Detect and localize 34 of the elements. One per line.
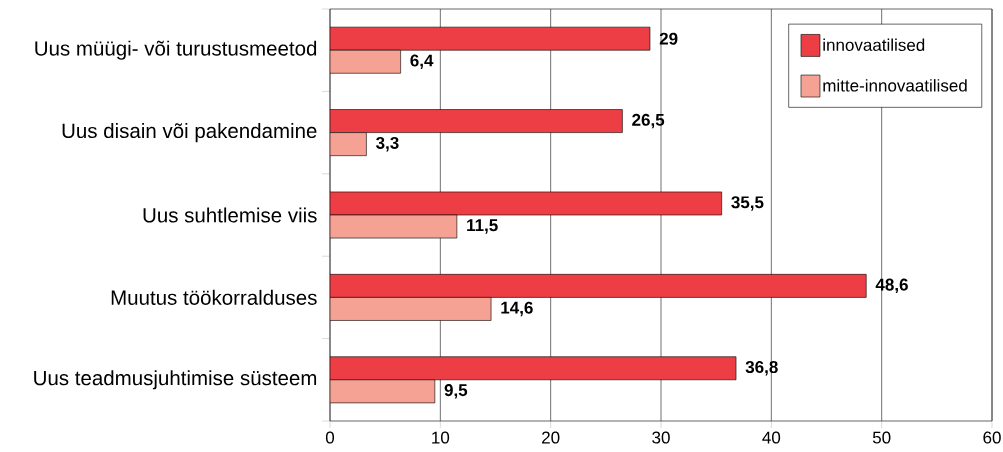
x-tick-label: 40 xyxy=(762,431,781,444)
bar xyxy=(330,274,867,298)
data-label: 36,8 xyxy=(745,361,778,376)
x-tick-label: 0 xyxy=(325,431,335,444)
bar xyxy=(330,26,651,51)
bar xyxy=(330,356,737,381)
x-tick-label: 50 xyxy=(872,431,891,444)
data-label: 11,5 xyxy=(467,219,498,234)
bar xyxy=(330,191,722,216)
data-label: 3,3 xyxy=(376,136,399,152)
bar xyxy=(330,214,458,239)
data-label: 26,5 xyxy=(632,113,665,129)
bar xyxy=(330,109,623,133)
legend-label: mitte-innovaatilised xyxy=(823,79,967,92)
data-label: 6,4 xyxy=(410,54,434,69)
bar xyxy=(330,379,436,404)
y-tick-label: Uus suhtlemise viis xyxy=(143,207,317,223)
x-tick-label: 30 xyxy=(652,431,670,444)
data-label: 29 xyxy=(659,32,678,45)
x-tick-label: 20 xyxy=(542,431,560,444)
y-tick-label: Uus müügi- või turustusmeetod xyxy=(35,40,317,60)
y-tick-label: Muutus töökorralduses xyxy=(111,289,317,305)
bar xyxy=(330,132,367,156)
legend-label: innovaatilised xyxy=(823,38,925,52)
data-label: 9,5 xyxy=(444,384,468,399)
data-label: 14,6 xyxy=(501,301,533,317)
bar xyxy=(330,297,492,321)
data-label: 35,5 xyxy=(731,196,764,211)
x-tick-label: 60 xyxy=(983,431,1001,444)
y-tick-label: Uus teadmusjuhtimise süsteem xyxy=(34,370,317,390)
x-tick-label: 10 xyxy=(432,431,450,444)
data-label: 48,6 xyxy=(875,278,908,294)
y-tick-label: Uus disain või pakendamine xyxy=(62,123,317,143)
bar xyxy=(330,49,401,74)
